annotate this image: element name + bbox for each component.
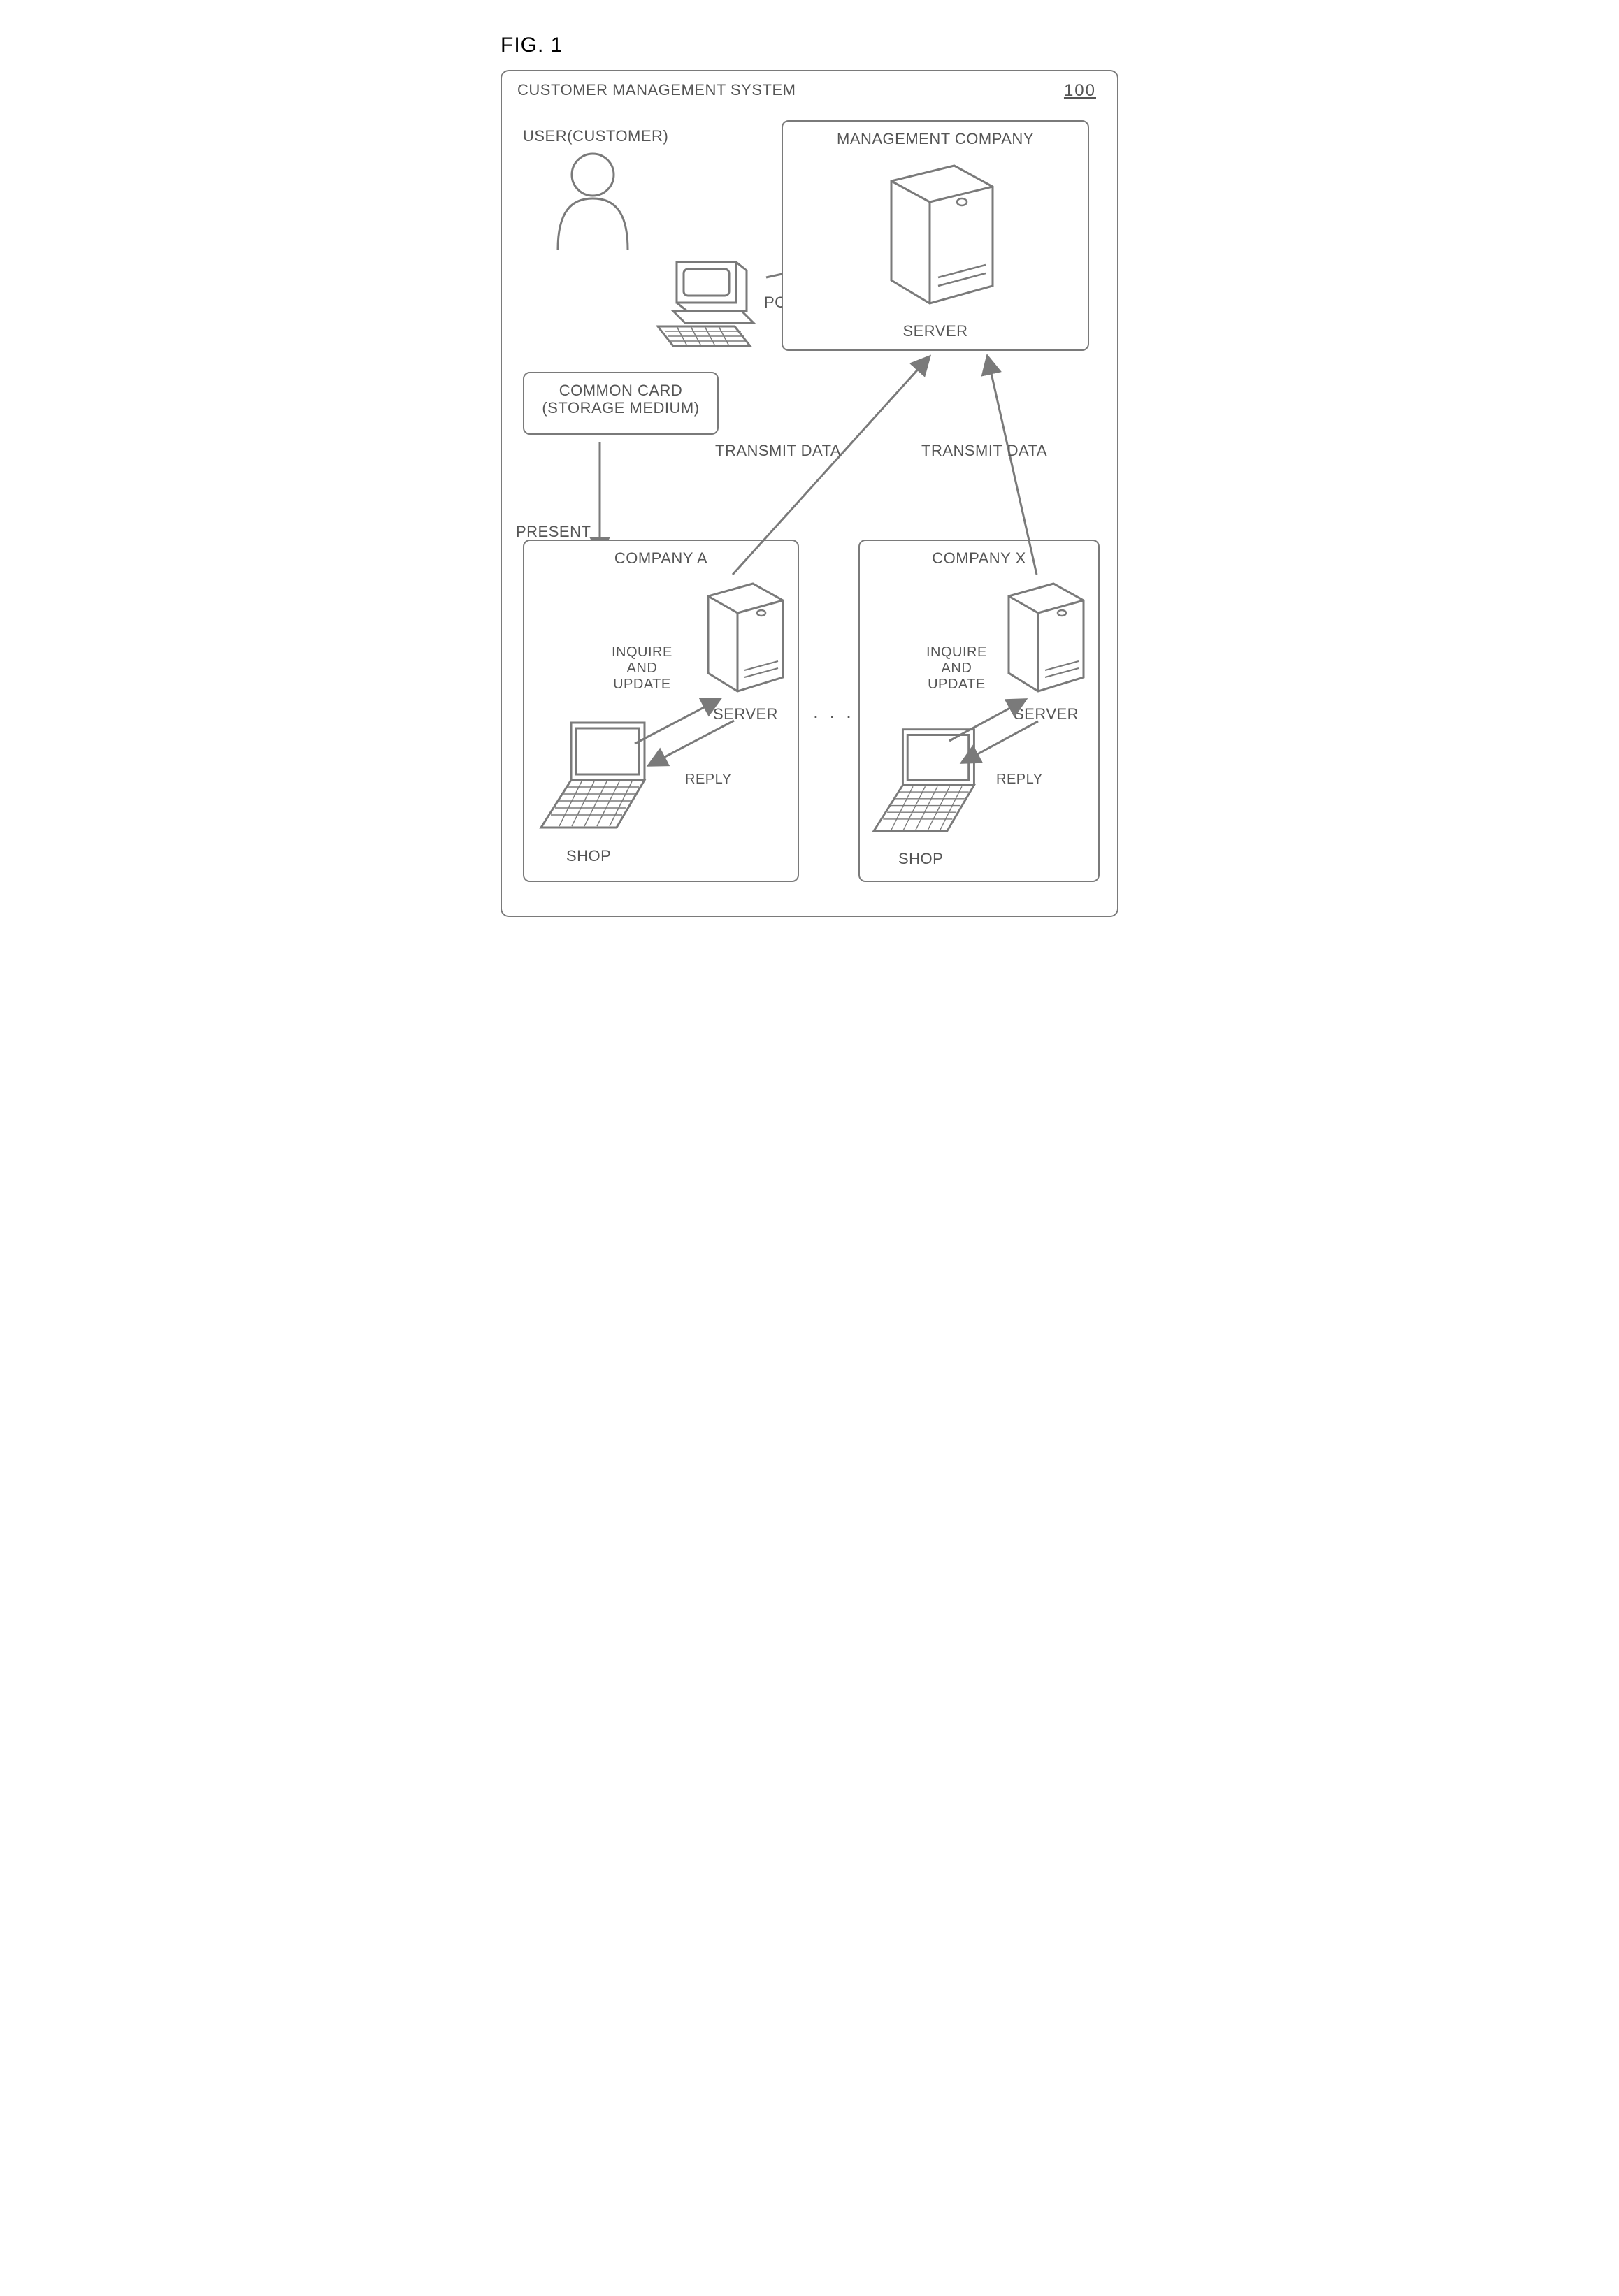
transmit-x-arrow [977, 351, 1061, 582]
user-label: USER(CUSTOMER) [523, 127, 668, 145]
inquire-a-label: INQUIRE AND UPDATE [612, 644, 672, 693]
company-a-box: COMPANY A SHOP [523, 540, 799, 882]
ref-number: 100 [1064, 81, 1096, 101]
inquire-a-l2: AND [612, 660, 672, 677]
reply-a-label: REPLY [685, 772, 732, 788]
system-title: CUSTOMER MANAGEMENT SYSTEM [517, 81, 796, 99]
inquire-x-label: INQUIRE AND UPDATE [926, 644, 987, 693]
transmit-a-label: TRANSMIT DATA [715, 442, 841, 459]
card-label-l2: (STORAGE MEDIUM) [524, 399, 717, 417]
ellipsis: . . . [813, 700, 854, 723]
transmit-a-arrow [719, 351, 942, 582]
card-box: COMMON CARD (STORAGE MEDIUM) [523, 372, 719, 435]
transmit-x-label: TRANSMIT DATA [921, 442, 1047, 459]
reply-x-arrow [958, 714, 1049, 770]
figure-label: FIG. 1 [501, 34, 563, 57]
inquire-x-l1: INQUIRE [926, 644, 987, 660]
pc-icon [652, 257, 757, 354]
user-icon [547, 148, 638, 253]
server-x-icon [996, 579, 1094, 698]
company-x-box: COMPANY X SERVER [858, 540, 1100, 882]
inquire-a-l3: UPDATE [612, 677, 672, 693]
mgmt-server-label: SERVER [783, 322, 1088, 340]
inquire-a-l1: INQUIRE [612, 644, 672, 660]
system-box: CUSTOMER MANAGEMENT SYSTEM 100 USER(CUST… [501, 70, 1118, 917]
reply-a-arrow [643, 712, 748, 775]
reply-x-label: REPLY [996, 772, 1043, 788]
shop-x-label: SHOP [898, 850, 943, 867]
mgmt-server-icon [874, 160, 1007, 314]
management-company-box: MANAGEMENT COMPANY SERVER [782, 120, 1089, 351]
inquire-x-l3: UPDATE [926, 677, 987, 693]
page: FIG. 1 CUSTOMER MANAGEMENT SYSTEM 100 US… [495, 28, 1124, 923]
present-label: PRESENT [516, 523, 591, 540]
mgmt-company-label: MANAGEMENT COMPANY [783, 130, 1088, 147]
card-label-l1: COMMON CARD [524, 382, 717, 399]
shop-a-label: SHOP [566, 847, 611, 865]
inquire-x-l2: AND [926, 660, 987, 677]
server-a-icon [696, 579, 793, 698]
